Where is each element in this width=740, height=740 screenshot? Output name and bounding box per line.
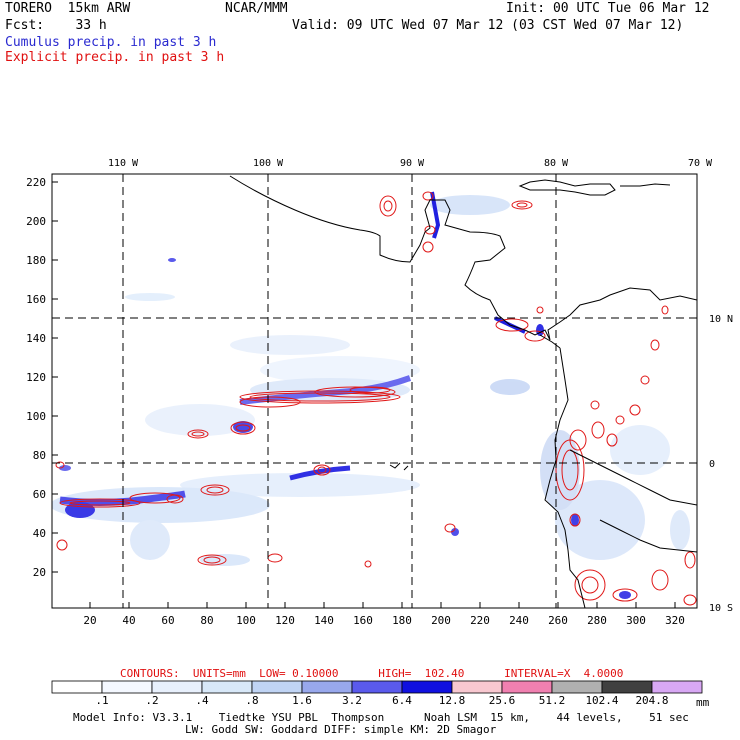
y-tick-labels: 20 40 60 80 100 120 140 160 180 200 220 <box>26 176 46 579</box>
legend-swatch <box>601 680 653 694</box>
x-tick-label: 40 <box>122 614 135 627</box>
valid-time: Valid: 09 UTC Wed 07 Mar 12 (03 CST Wed … <box>292 18 684 33</box>
map-content <box>52 174 697 608</box>
forecast-hour: Fcst: 33 h <box>5 18 107 33</box>
x-tick-label: 80 <box>200 614 213 627</box>
center-label: NCAR/MMM <box>225 1 288 16</box>
y-tick-label: 220 <box>26 176 46 189</box>
x-tick-label: 300 <box>626 614 646 627</box>
legend-level-label: .1 <box>95 694 109 707</box>
field-explicit-title: Explicit precip. in past 3 h <box>5 50 225 65</box>
legend-swatch <box>201 680 253 694</box>
legend-swatch <box>651 680 703 694</box>
lat-labels: 10 N 0 10 S <box>709 314 733 614</box>
legend-level-label: 102.4 <box>585 694 619 707</box>
x-tick-label: 160 <box>353 614 373 627</box>
legend-level-label: .2 <box>145 694 159 707</box>
x-tick-labels: 20 40 60 80 100 120 140 160 180 200 220 … <box>83 614 685 627</box>
cumulus-precip-shading <box>52 195 690 566</box>
legend-level-label: 1.6 <box>292 694 312 707</box>
legend-swatch <box>501 680 553 694</box>
legend-level-label: 3.2 <box>342 694 362 707</box>
x-tick-label: 100 <box>236 614 256 627</box>
coastlines <box>229 175 697 608</box>
lat-label: 0 <box>709 459 715 470</box>
y-tick-label: 100 <box>26 410 46 423</box>
legend-level-label: 12.8 <box>438 694 466 707</box>
legend-swatch <box>151 680 203 694</box>
y-tick-label: 80 <box>33 449 46 462</box>
lon-label: 80 W <box>544 158 569 169</box>
x-tick-label: 320 <box>665 614 685 627</box>
tick-marks <box>52 181 676 608</box>
y-tick-label: 40 <box>33 527 46 540</box>
model-physics: LW: Godd SW: Goddard DIFF: simple KM: 2D… <box>185 723 497 736</box>
legend-swatch <box>451 680 503 694</box>
x-tick-label: 140 <box>314 614 334 627</box>
legend-level-label: .4 <box>195 694 209 707</box>
latlon-grid <box>52 174 697 608</box>
x-tick-label: 260 <box>548 614 568 627</box>
legend-level-label: 51.2 <box>538 694 566 707</box>
model-name: TORERO 15km ARW <box>5 1 131 16</box>
lon-labels: 110 W 100 W 90 W 80 W 70 W <box>108 158 713 169</box>
y-tick-label: 180 <box>26 254 46 267</box>
model-info: Model Info: V3.3.1 Tiedtke YSU PBL Thomp… <box>73 711 689 724</box>
y-tick-label: 60 <box>33 488 46 501</box>
x-tick-label: 200 <box>431 614 451 627</box>
legend-level-label: 204.8 <box>635 694 669 707</box>
y-tick-label: 200 <box>26 215 46 228</box>
init-time: Init: 00 UTC Tue 06 Mar 12 <box>506 1 710 16</box>
legend-swatch <box>351 680 403 694</box>
map-frame <box>51 173 698 609</box>
explicit-precip-contours <box>55 191 697 606</box>
legend-swatch <box>51 680 103 694</box>
lon-label: 90 W <box>400 158 425 169</box>
y-tick-label: 140 <box>26 332 46 345</box>
lat-label: 10 N <box>709 314 733 325</box>
x-tick-label: 60 <box>161 614 174 627</box>
field-cumulus-title: Cumulus precip. in past 3 h <box>5 35 217 50</box>
legend-level-label: .8 <box>245 694 259 707</box>
legend-swatch <box>101 680 153 694</box>
x-tick-label: 280 <box>587 614 607 627</box>
legend-level-label: 6.4 <box>392 694 412 707</box>
y-tick-label: 120 <box>26 371 46 384</box>
legend-swatch <box>401 680 453 694</box>
legend-swatch <box>251 680 303 694</box>
x-tick-label: 180 <box>392 614 412 627</box>
x-tick-label: 220 <box>470 614 490 627</box>
y-tick-label: 20 <box>33 566 46 579</box>
x-tick-label: 20 <box>83 614 96 627</box>
x-tick-label: 120 <box>275 614 295 627</box>
y-tick-label: 160 <box>26 293 46 306</box>
legend-unit: mm <box>696 696 710 709</box>
contour-info: CONTOURS: UNITS=mm LOW= 0.10000 HIGH= 10… <box>120 667 624 680</box>
x-tick-label: 240 <box>509 614 529 627</box>
legend-level-label: 25.6 <box>488 694 516 707</box>
legend-colorbar <box>51 680 703 694</box>
lat-label: 10 S <box>709 603 733 614</box>
lon-label: 110 W <box>108 158 139 169</box>
legend-swatch <box>551 680 603 694</box>
lon-label: 70 W <box>688 158 713 169</box>
lon-label: 100 W <box>253 158 284 169</box>
legend-swatch <box>301 680 353 694</box>
